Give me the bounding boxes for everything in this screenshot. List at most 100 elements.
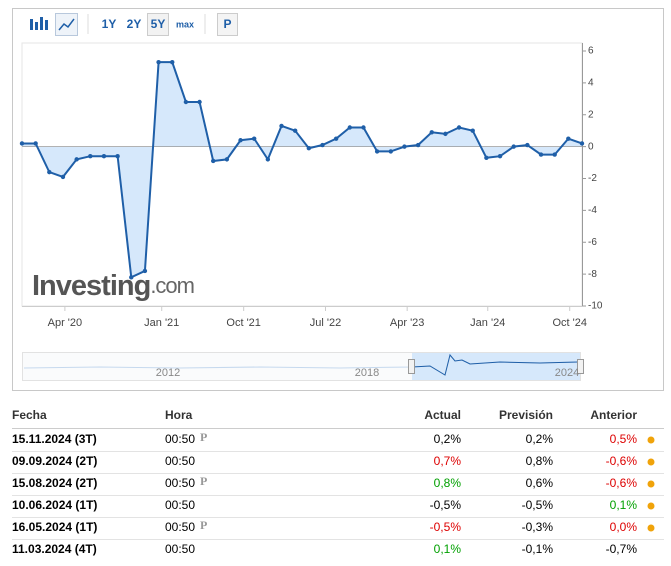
table-cell: 00:50 (165, 520, 195, 534)
point (374, 149, 380, 154)
table-cell: 0,2% (434, 432, 462, 446)
status-dot (647, 436, 655, 444)
table-cell: 00:50 (165, 476, 195, 490)
navigator-handle[interactable] (577, 359, 584, 374)
table-cell: -0,5% (430, 498, 462, 512)
point (279, 123, 284, 129)
table-cell: 0,5% (610, 432, 638, 446)
point (115, 153, 120, 159)
preliminary-mark: P (200, 518, 207, 532)
line-chart-button[interactable] (55, 13, 78, 36)
x-tick-label: Oct '21 (226, 317, 261, 329)
range-button[interactable]: 5Y (151, 17, 166, 31)
table-header: Anterior (590, 408, 637, 422)
plot-area (21, 42, 583, 307)
range-button[interactable]: 2Y (127, 17, 142, 31)
point (443, 131, 448, 137)
table-header: Hora (165, 408, 193, 422)
status-dot (647, 458, 655, 466)
navigator-line-selected (411, 353, 579, 376)
table-cell: -0,3% (522, 520, 554, 534)
table-header: Previsión (499, 408, 553, 422)
table-cell: 15.08.2024 (2T) (12, 476, 97, 490)
bar-chart-button[interactable] (30, 17, 48, 30)
x-tick-label: Oct '24 (552, 317, 587, 329)
point (265, 157, 271, 162)
y-tick-label: 4 (588, 78, 594, 89)
point (484, 155, 489, 160)
point (388, 149, 393, 154)
table-cell: -0,5% (522, 498, 554, 512)
table-cell: 00:50 (165, 432, 195, 446)
y-tick-label: 2 (588, 109, 594, 120)
point (88, 153, 93, 159)
table-cell: 0,8% (434, 476, 462, 490)
range-button[interactable]: max (176, 19, 194, 29)
range-button[interactable]: 1Y (102, 17, 117, 31)
y-tick-label: -8 (588, 269, 597, 280)
table-cell: 0,7% (434, 454, 462, 468)
table-cell: 0,0% (610, 520, 638, 534)
point (251, 136, 257, 141)
point (292, 128, 298, 133)
status-dot (647, 480, 655, 488)
point (320, 142, 325, 148)
table-cell: 09.09.2024 (2T) (12, 454, 97, 468)
point (19, 141, 25, 146)
point (170, 59, 175, 65)
preliminary-mark: P (200, 474, 207, 488)
table-cell: -0,6% (606, 476, 638, 490)
line (22, 61, 583, 279)
point (470, 128, 475, 133)
table-cell: 0,1% (434, 542, 462, 556)
table-cell: -0,6% (606, 454, 638, 468)
table-cell: 11.03.2024 (4T) (12, 542, 97, 556)
x-tick-label: Jan '24 (470, 317, 505, 329)
y-tick-label: -10 (588, 301, 603, 312)
point (47, 169, 52, 175)
navigator-selection[interactable] (412, 353, 580, 380)
navigator-handle[interactable] (408, 359, 415, 374)
point (415, 142, 421, 148)
point (429, 130, 434, 135)
point (129, 275, 134, 280)
x-tick-label: Apr '23 (390, 317, 425, 329)
point (333, 136, 339, 141)
point (74, 157, 79, 162)
table-cell: 16.05.2024 (1T) (12, 520, 97, 534)
point (33, 141, 38, 146)
preliminary-mark: P (200, 430, 207, 444)
point (456, 125, 462, 130)
y-tick-label: -4 (588, 205, 597, 216)
navigator-label: 2012 (156, 367, 180, 379)
table-cell: -0,1% (522, 542, 554, 556)
point (552, 152, 557, 157)
point (156, 59, 161, 65)
table-cell: 00:50 (165, 542, 195, 556)
point (347, 125, 353, 130)
point (511, 144, 516, 149)
point (402, 144, 407, 149)
table-cell: 15.11.2024 (3T) (12, 432, 97, 446)
table-header: Fecha (12, 408, 47, 422)
range-button-active[interactable] (147, 13, 169, 36)
y-tick-label: 6 (588, 46, 594, 57)
point (525, 142, 530, 148)
point (224, 157, 230, 162)
point (566, 136, 571, 141)
point (361, 125, 366, 130)
table-cell: 00:50 (165, 498, 195, 512)
point (101, 153, 107, 159)
table-cell: -0,7% (606, 542, 638, 556)
x-tick-label: Jul '22 (310, 317, 341, 329)
table-cell: 0,1% (610, 498, 638, 512)
p-button[interactable] (217, 13, 238, 36)
y-tick-label: 0 (588, 141, 594, 152)
point (306, 146, 312, 151)
p-button-label[interactable]: P (223, 17, 231, 31)
point (142, 268, 148, 274)
table-cell: 00:50 (165, 454, 195, 468)
point (497, 153, 503, 159)
